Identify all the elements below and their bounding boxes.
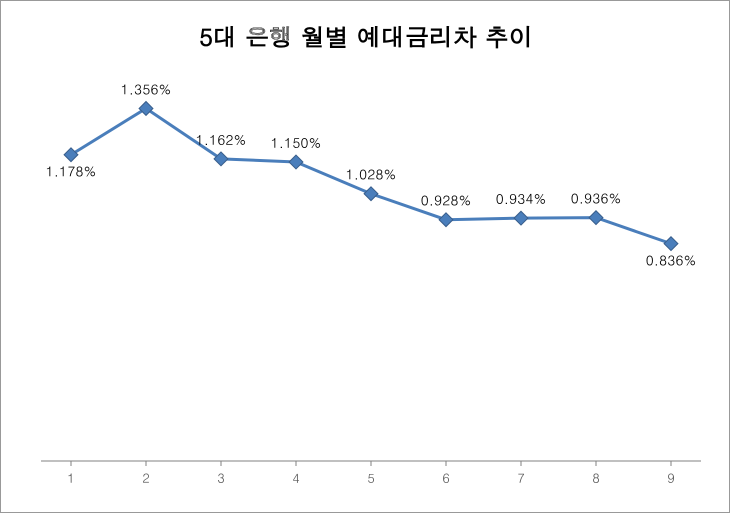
line-chart: 5대 은행 월별 예대금리차 추이 1234567891.178%1.356%1… bbox=[1, 1, 730, 514]
x-axis-label: 2 bbox=[142, 468, 150, 487]
data-label: 1.178% bbox=[46, 161, 97, 181]
x-axis-label: 5 bbox=[367, 468, 375, 487]
data-marker bbox=[289, 155, 303, 169]
chart-svg: 1 2 3 4 5 6 7 8 9 1.178% 1.356% 1.162% 1.150% 1.028% 0… bbox=[1, 1, 730, 514]
x-axis-label: 3 bbox=[217, 468, 225, 487]
data-marker bbox=[64, 148, 78, 162]
data-label: 1.356% bbox=[121, 78, 172, 98]
data-marker bbox=[439, 213, 453, 227]
data-label: 1.150% bbox=[271, 132, 322, 152]
data-label: 0.928% bbox=[421, 190, 472, 210]
data-label: 0.934% bbox=[496, 188, 547, 208]
data-label: 1.162% bbox=[196, 129, 247, 149]
data-marker bbox=[664, 237, 678, 251]
x-axis-label: 7 bbox=[517, 468, 525, 487]
x-axis-label: 9 bbox=[667, 468, 675, 487]
data-label: 0.836% bbox=[646, 250, 697, 270]
x-axis-label: 1 bbox=[67, 468, 75, 487]
x-axis-label: 6 bbox=[442, 468, 450, 487]
data-marker bbox=[514, 211, 528, 225]
data-label: 0.936% bbox=[571, 188, 622, 208]
data-marker bbox=[589, 211, 603, 225]
chart-title: 5대 은행 월별 예대금리차 추이 bbox=[1, 19, 730, 53]
x-axis-label: 4 bbox=[292, 468, 300, 487]
data-marker bbox=[364, 187, 378, 201]
x-axis-label: 8 bbox=[592, 468, 600, 487]
data-label: 1.028% bbox=[346, 164, 397, 184]
